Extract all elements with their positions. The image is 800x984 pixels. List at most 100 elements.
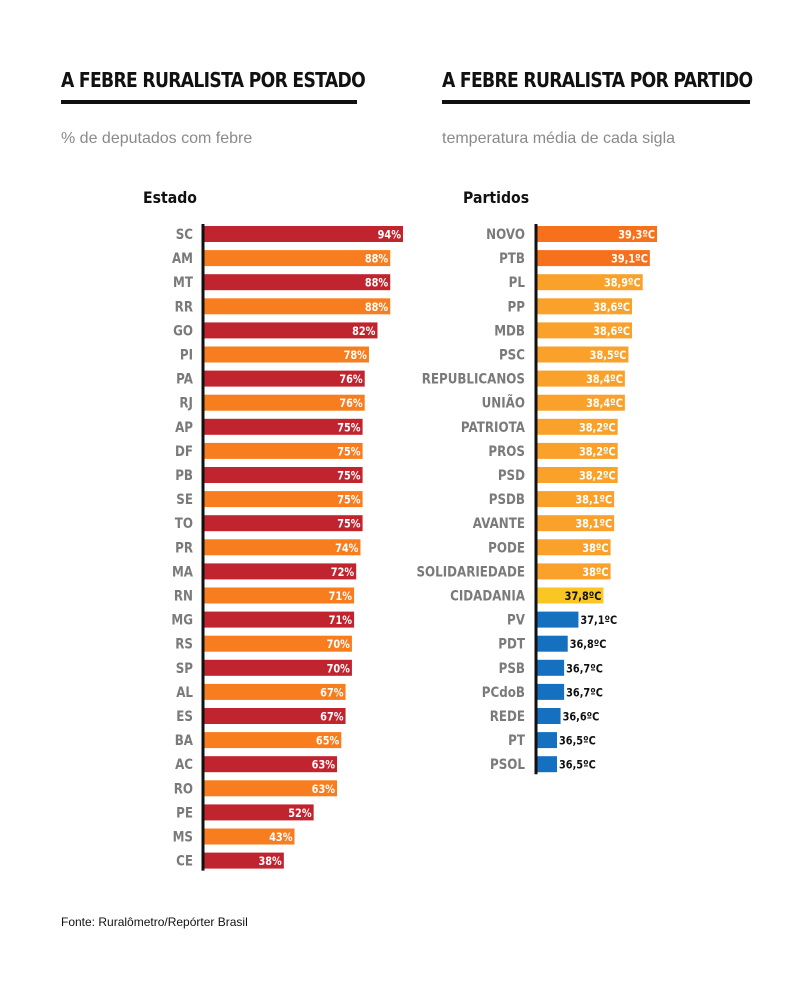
party-category-label: PSOL — [490, 757, 525, 773]
party-category-label: NOVO — [486, 227, 525, 243]
party-category-label: UNIÃO — [482, 395, 525, 412]
party-bar — [536, 491, 615, 508]
state-bar — [203, 780, 338, 797]
party-value-label: 36,5ºC — [559, 734, 596, 748]
state-value-label: 94% — [378, 228, 402, 242]
party-bar — [536, 611, 579, 628]
state-category-label: PB — [175, 468, 193, 484]
state-category-label: BA — [175, 733, 193, 749]
state-value-label: 76% — [339, 396, 363, 410]
state-value-label: 75% — [337, 421, 361, 435]
party-value-label: 39,3ºC — [618, 228, 655, 242]
state-category-label: PE — [176, 806, 193, 822]
party-category-label: PSD — [498, 468, 525, 484]
state-category-label: AM — [172, 251, 193, 267]
state-value-label: 76% — [339, 372, 363, 386]
state-value-label: 43% — [269, 830, 293, 844]
party-value-label: 38,4ºC — [586, 396, 623, 410]
state-value-label: 67% — [320, 686, 344, 700]
state-bar — [203, 708, 346, 724]
state-category-label: MA — [172, 565, 193, 581]
party-bar — [536, 346, 629, 363]
party-value-label: 38,6ºC — [593, 324, 630, 338]
state-value-label: 78% — [344, 348, 368, 362]
state-bar — [203, 804, 314, 821]
state-category-label: CE — [176, 854, 193, 870]
state-category-label: TO — [175, 516, 193, 532]
state-category-label: RN — [174, 589, 193, 605]
party-category-label: PL — [509, 275, 525, 291]
party-value-label: 36,7ºC — [566, 662, 603, 676]
party-bar — [536, 394, 625, 411]
state-value-label: 75% — [337, 469, 361, 483]
state-category-label: MT — [173, 275, 193, 291]
party-bar — [536, 274, 643, 291]
party-bar — [536, 467, 618, 483]
party-category-label: PSB — [499, 661, 525, 677]
party-value-label: 38,1ºC — [575, 493, 612, 507]
party-bar — [536, 635, 568, 652]
state-bar — [203, 587, 355, 604]
party-value-label: 38,6ºC — [593, 300, 630, 314]
party-category-label: PV — [507, 613, 525, 629]
state-value-label: 88% — [365, 276, 389, 290]
state-value-label: 67% — [320, 710, 344, 724]
party-category-label: PCdoB — [482, 685, 525, 701]
party-bar — [536, 756, 557, 773]
state-category-label: AL — [176, 685, 193, 701]
state-value-label: 75% — [337, 445, 361, 459]
party-value-label: 38,9ºC — [604, 276, 641, 290]
state-bar — [203, 515, 363, 532]
state-bar — [203, 563, 357, 580]
left-chart-title: A FEBRE RURALISTA POR ESTADO — [61, 68, 366, 92]
state-category-label: ES — [176, 709, 193, 725]
party-category-label: REDE — [490, 709, 525, 725]
state-bar — [203, 611, 355, 628]
state-bar — [203, 539, 361, 556]
state-value-label: 63% — [312, 758, 336, 772]
left-title-rule — [61, 100, 357, 104]
party-value-label: 36,8ºC — [570, 637, 607, 651]
state-bar — [203, 852, 284, 869]
state-category-label: DF — [175, 444, 193, 460]
source-note: Fonte: Ruralômetro/Repórter Brasil — [61, 915, 248, 929]
state-bar — [203, 346, 369, 363]
state-value-label: 71% — [329, 589, 353, 603]
state-value-label: 75% — [337, 517, 361, 531]
right-chart-title: A FEBRE RURALISTA POR PARTIDO — [442, 68, 753, 92]
state-category-label: RO — [174, 781, 193, 797]
state-bar — [203, 418, 363, 435]
state-bar — [203, 491, 363, 508]
left-chart-subtitle: % de deputados com febre — [61, 130, 253, 147]
state-bar — [203, 250, 391, 267]
party-value-label: 39,1ºC — [611, 252, 648, 266]
party-category-label: PDT — [498, 637, 525, 653]
party-bar — [536, 732, 557, 749]
party-category-label: CIDADANIA — [450, 589, 525, 605]
state-bar — [203, 394, 365, 411]
state-bar — [203, 828, 295, 845]
state-bar — [203, 298, 391, 315]
state-value-label: 38% — [258, 854, 282, 868]
party-category-label: PODE — [488, 540, 525, 556]
party-bar — [536, 659, 565, 676]
party-category-label: PT — [508, 733, 525, 749]
state-bar — [203, 683, 346, 700]
state-category-label: MS — [173, 830, 193, 846]
state-value-label: 75% — [337, 493, 361, 507]
party-value-label: 38ºC — [582, 565, 608, 579]
state-value-label: 70% — [327, 662, 351, 676]
state-value-label: 88% — [365, 300, 389, 314]
state-category-label: AC — [175, 757, 193, 773]
state-bar — [203, 756, 338, 773]
state-value-label: 63% — [312, 782, 336, 796]
party-value-label: 38,2ºC — [579, 469, 616, 483]
state-category-label: PI — [180, 348, 193, 364]
state-value-label: 52% — [288, 806, 312, 820]
party-category-label: PROS — [488, 444, 525, 460]
state-bar — [203, 370, 365, 387]
party-category-label: PTB — [499, 251, 525, 267]
state-bar — [203, 442, 363, 459]
party-value-label: 36,6ºC — [563, 710, 600, 724]
